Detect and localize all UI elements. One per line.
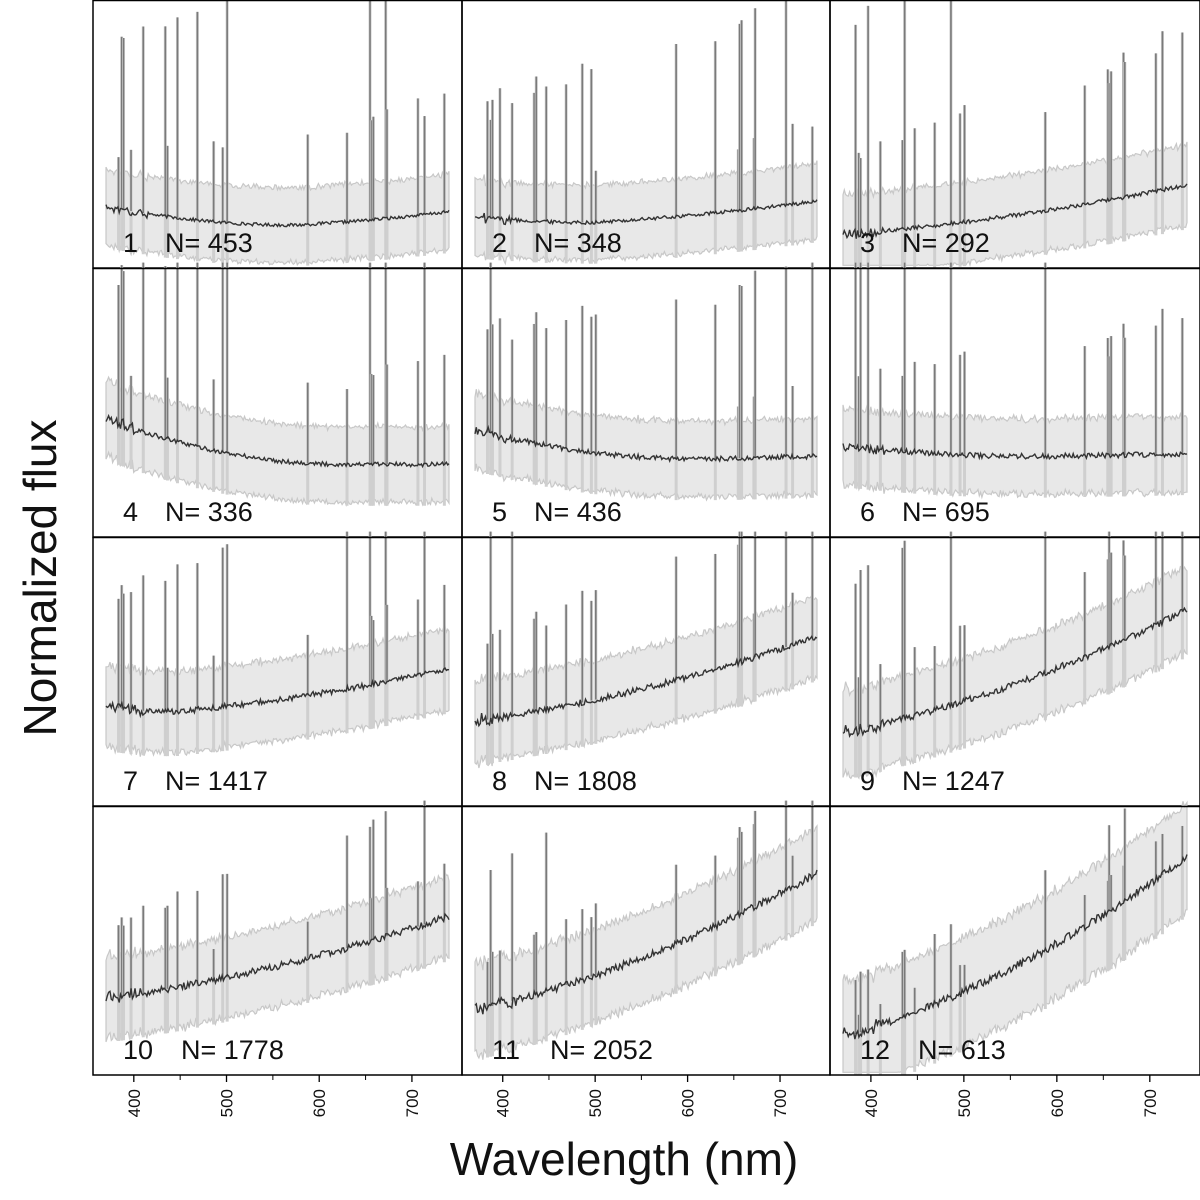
- panel-number-12: 12: [860, 1035, 890, 1065]
- panel-count-1: N= 453: [165, 228, 253, 258]
- x-tick-label: 500: [218, 1089, 237, 1117]
- x-tick-label: 700: [1141, 1089, 1160, 1117]
- std-band-11: [474, 824, 818, 1060]
- panel-count-10: N= 1778: [181, 1035, 284, 1065]
- mean-spectrum-12: [842, 854, 1188, 1040]
- x-tick-label: 400: [125, 1089, 144, 1117]
- mean-spectrum-3: [842, 183, 1188, 240]
- panel-count-4: N= 336: [165, 497, 253, 527]
- panel-number-6: 6: [860, 497, 875, 527]
- panel-count-12: N= 613: [918, 1035, 1006, 1065]
- panel-9: 9 N= 1247: [829, 531, 1200, 807]
- panel-frame-12: [829, 805, 1200, 1076]
- mean-spectrum-6: [842, 443, 1188, 461]
- x-tick-label: 400: [494, 1089, 513, 1117]
- std-band-7: [105, 624, 450, 757]
- panel-count-11: N= 2052: [550, 1035, 653, 1065]
- x-tick-label: 700: [771, 1089, 790, 1117]
- mean-spectrum-1: [105, 204, 450, 228]
- panel-frame-5: [461, 267, 831, 538]
- x-tick-label: 400: [862, 1089, 881, 1117]
- panel-number-8: 8: [492, 766, 507, 796]
- panel-number-9: 9: [860, 766, 875, 796]
- panel-7: 7 N= 1417: [92, 531, 463, 807]
- x-axis-label: Wavelength (nm): [450, 1133, 799, 1185]
- mean-spectrum-11: [474, 869, 818, 1015]
- panel-number-5: 5: [492, 497, 507, 527]
- panel-number-4: 4: [123, 497, 138, 527]
- y-axis-label: Normalized flux: [14, 420, 66, 737]
- panel-number-11: 11: [492, 1035, 520, 1065]
- panel-number-2: 2: [492, 228, 507, 258]
- panel-1: 1 N= 453: [92, 0, 463, 269]
- mean-spectrum-2: [474, 199, 818, 226]
- x-tick-label: 600: [1048, 1089, 1067, 1117]
- x-tick-label: 500: [955, 1089, 974, 1117]
- panel-count-6: N= 695: [902, 497, 990, 527]
- panel-11: 11 N= 2052: [461, 800, 831, 1076]
- mean-spectrum-4: [105, 413, 450, 469]
- panel-count-7: N= 1417: [165, 766, 268, 796]
- panel-count-2: N= 348: [534, 228, 622, 258]
- std-band-3: [842, 141, 1188, 267]
- mean-spectrum-8: [474, 635, 818, 728]
- panel-3: 3 N= 292: [829, 0, 1200, 269]
- panel-number-3: 3: [860, 228, 875, 258]
- panel-6: 6 N= 695: [829, 262, 1200, 538]
- std-band-9: [842, 565, 1188, 780]
- panel-number-7: 7: [123, 766, 138, 796]
- std-band-6: [842, 404, 1188, 500]
- std-band-10: [105, 870, 450, 1043]
- mean-spectrum-10: [105, 912, 450, 1003]
- mean-spectrum-7: [105, 666, 450, 719]
- x-tick-label: 600: [679, 1089, 698, 1117]
- x-tick-label: 500: [586, 1089, 605, 1117]
- mean-spectrum-9: [842, 606, 1188, 739]
- panel-count-9: N= 1247: [902, 766, 1005, 796]
- x-tick-label: 600: [310, 1089, 329, 1117]
- std-band-8: [474, 594, 818, 769]
- panel-number-10: 10: [123, 1035, 153, 1065]
- panel-count-8: N= 1808: [534, 766, 637, 796]
- panel-number-1: 1: [123, 228, 138, 258]
- panel-10: 10 N= 1778: [92, 800, 463, 1076]
- std-band-12: [842, 800, 1188, 1074]
- mean-spectrum-5: [474, 424, 818, 463]
- panel-count-3: N= 292: [902, 228, 990, 258]
- panel-4: 4 N= 336: [92, 262, 463, 538]
- panel-2: 2 N= 348: [461, 0, 831, 269]
- panel-12: 12 N= 613: [829, 800, 1200, 1076]
- panel-8: 8 N= 1808: [461, 531, 831, 807]
- std-band-4: [105, 375, 450, 507]
- std-band-1: [105, 166, 450, 267]
- std-band-2: [474, 159, 818, 266]
- panel-count-5: N= 436: [534, 497, 622, 527]
- x-tick-label: 700: [403, 1089, 422, 1117]
- panel-5: 5 N= 436: [461, 262, 831, 538]
- std-band-5: [474, 388, 818, 502]
